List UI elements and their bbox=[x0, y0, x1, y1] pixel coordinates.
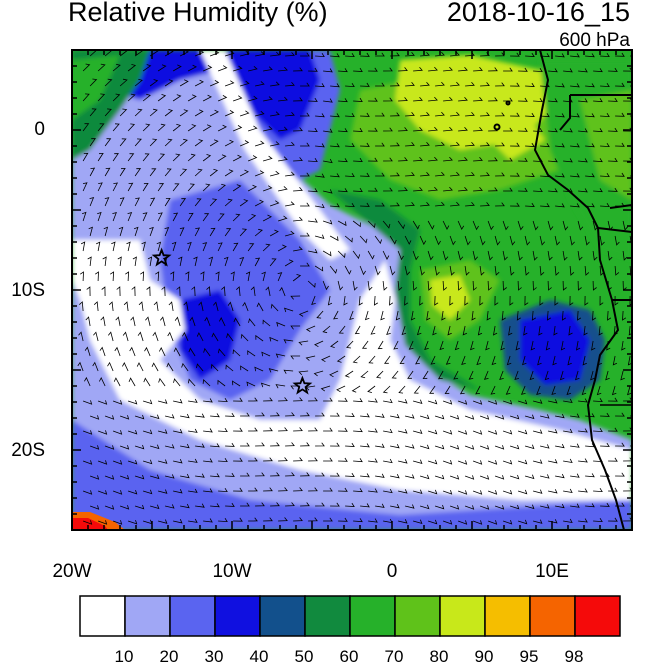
colorbar-label-98: 98 bbox=[564, 647, 584, 666]
colorbar-label-60: 60 bbox=[339, 647, 359, 666]
colorbar-label-90: 90 bbox=[474, 647, 494, 666]
humidity-field bbox=[72, 50, 632, 530]
lat-label-10s: 10S bbox=[11, 280, 45, 301]
colorbar-swatch bbox=[394, 595, 441, 637]
map-datetime: 2018-10-16_15 bbox=[446, 0, 630, 27]
lon-label-20w: 20W bbox=[52, 561, 92, 582]
map-title: Relative Humidity (%) bbox=[68, 0, 328, 27]
colorbar-swatch bbox=[304, 595, 351, 637]
lat-label-0: 0 bbox=[34, 119, 45, 140]
lon-label-10e: 10E bbox=[535, 561, 569, 582]
islands bbox=[493, 100, 511, 131]
colorbar-label-10: 10 bbox=[114, 647, 134, 666]
colorbar-swatch bbox=[529, 595, 576, 637]
colorbar bbox=[79, 595, 621, 637]
colorbar-swatch bbox=[214, 595, 261, 637]
colorbar-label-20: 20 bbox=[159, 647, 179, 666]
colorbar-swatch bbox=[169, 595, 216, 637]
colorbar-swatch bbox=[79, 595, 126, 637]
colorbar-label-95: 95 bbox=[519, 647, 539, 666]
lon-label-10w: 10W bbox=[212, 561, 252, 582]
star-marker-1 bbox=[151, 247, 172, 267]
axis-ticks bbox=[71, 49, 633, 531]
colorbar-label-70: 70 bbox=[384, 647, 404, 666]
pressure-level: 600 hPa bbox=[559, 30, 630, 51]
colorbar-label-80: 80 bbox=[429, 647, 449, 666]
lon-label-0: 0 bbox=[386, 561, 398, 582]
colorbar-label-30: 30 bbox=[204, 647, 224, 666]
colorbar-swatch bbox=[439, 595, 486, 637]
station-markers bbox=[151, 247, 313, 395]
colorbar-swatch bbox=[574, 595, 621, 637]
colorbar-swatch bbox=[484, 595, 531, 637]
star-marker-2 bbox=[292, 375, 313, 395]
colorbar-label-40: 40 bbox=[249, 647, 269, 666]
colorbar-swatch bbox=[349, 595, 396, 637]
coastline bbox=[533, 50, 632, 530]
colorbar-swatch bbox=[259, 595, 306, 637]
colorbar-label-50: 50 bbox=[294, 647, 314, 666]
colorbar-swatch bbox=[124, 595, 171, 637]
lat-label-20s: 20S bbox=[11, 440, 45, 461]
